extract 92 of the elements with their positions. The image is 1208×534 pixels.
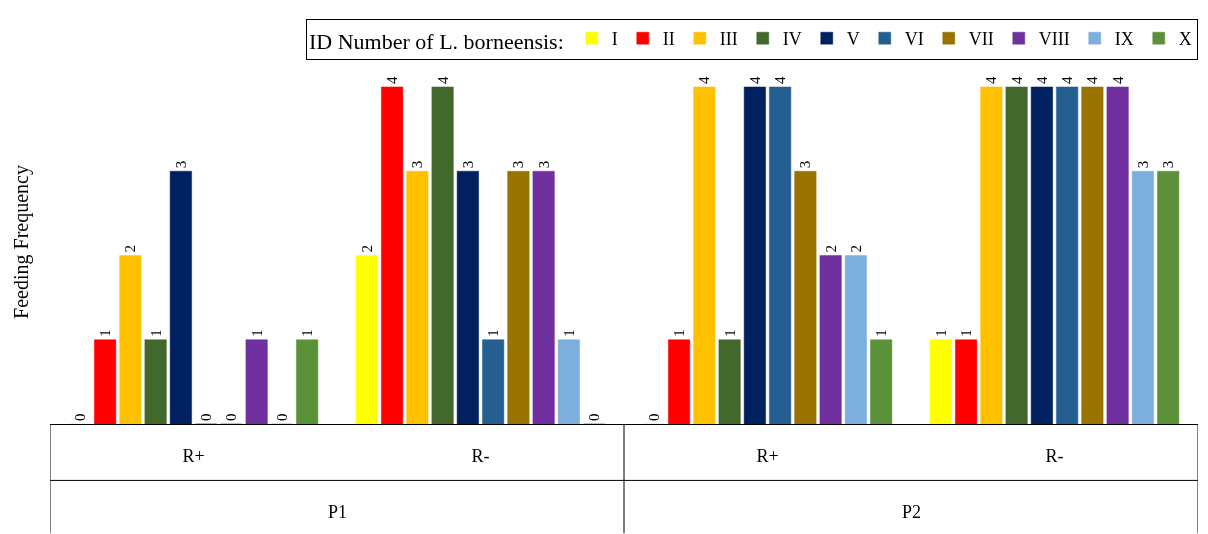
bar [482, 339, 505, 424]
data-label: 1 [485, 329, 502, 337]
bar [355, 255, 378, 424]
bar [844, 255, 867, 424]
data-label: 1 [958, 329, 975, 337]
data-label: 4 [1084, 75, 1101, 84]
data-label: 3 [797, 160, 814, 169]
data-label: 2 [122, 244, 139, 253]
bar [456, 170, 479, 424]
data-label: 3 [510, 160, 527, 169]
bar [743, 86, 766, 424]
data-label: 0 [586, 413, 603, 421]
bar [406, 170, 429, 424]
data-label: 3 [459, 160, 476, 169]
data-label: 3 [409, 160, 426, 169]
bar [819, 255, 842, 424]
text: P1 [328, 502, 348, 522]
data-label: 2 [822, 244, 839, 253]
data-label: 3 [535, 160, 552, 169]
bar [1157, 170, 1180, 424]
bar [718, 339, 741, 424]
data-label: 0 [273, 413, 290, 421]
bar [980, 86, 1003, 424]
data-label: 4 [1033, 75, 1050, 84]
data-label: 1 [560, 329, 577, 337]
data-label: 3 [1134, 160, 1151, 169]
bar [668, 339, 691, 424]
legend-label: IX [1114, 29, 1134, 50]
bar [1005, 86, 1028, 424]
legend-title: ID Number of L. borneensis: [309, 28, 564, 54]
bar [794, 170, 817, 424]
data-label: 3 [1160, 160, 1177, 169]
legend-label: I [611, 29, 618, 50]
data-label: 0 [71, 413, 88, 421]
bar [169, 170, 192, 424]
bar [769, 86, 792, 424]
legend-label: IV [782, 29, 802, 50]
data-label: 1 [248, 329, 265, 337]
legend-label: II [662, 29, 675, 50]
bar [1030, 86, 1053, 424]
data-label: 4 [1008, 75, 1025, 84]
bar [245, 339, 268, 424]
bar [532, 170, 555, 424]
bar [870, 339, 893, 424]
data-label: 4 [384, 75, 401, 84]
bar [381, 86, 404, 424]
bar [507, 170, 530, 424]
data-label: 2 [358, 244, 375, 253]
data-label: 4 [434, 75, 451, 84]
x-tick-label: R+ [756, 445, 779, 466]
data-label: 2 [847, 244, 864, 253]
x-tick-label: R- [471, 445, 490, 466]
data-label: 1 [97, 329, 114, 337]
data-label: 4 [1059, 75, 1076, 84]
legend-label: V [846, 29, 860, 50]
data-label: 4 [983, 75, 1000, 84]
data-label: 0 [223, 413, 240, 421]
text: P2 [902, 502, 922, 522]
bar [431, 86, 454, 424]
legend-label: VII [968, 29, 994, 50]
x-tick-label: R- [1045, 445, 1064, 466]
data-label: 1 [147, 329, 164, 337]
x-tick-label: R+ [182, 445, 205, 466]
bar [1056, 86, 1079, 424]
data-label: 0 [198, 413, 215, 421]
data-label: 1 [932, 329, 949, 337]
data-label: 0 [645, 413, 662, 421]
data-label: 1 [671, 329, 688, 337]
bar [693, 86, 716, 424]
bar [557, 339, 580, 424]
bar [929, 339, 952, 424]
bar [144, 339, 167, 424]
legend-label: X [1178, 29, 1192, 50]
data-label: 1 [873, 329, 890, 337]
bar [94, 339, 117, 424]
data-label: 3 [172, 160, 189, 169]
legend-label: VI [904, 29, 924, 50]
data-label: 4 [772, 75, 789, 84]
legend-label: III [719, 29, 738, 50]
data-label: 4 [746, 75, 763, 84]
y-axis-title: Feeding Frequency [9, 165, 33, 319]
bar [296, 339, 319, 424]
bar [119, 255, 142, 424]
bar [1106, 86, 1129, 424]
data-label: 4 [696, 75, 713, 84]
bar [955, 339, 978, 424]
bar [1081, 86, 1104, 424]
legend-label: VIII [1038, 29, 1070, 50]
data-label: 1 [299, 329, 316, 337]
bar [1131, 170, 1154, 424]
data-label: 4 [1109, 75, 1126, 84]
data-label: 1 [721, 329, 738, 337]
